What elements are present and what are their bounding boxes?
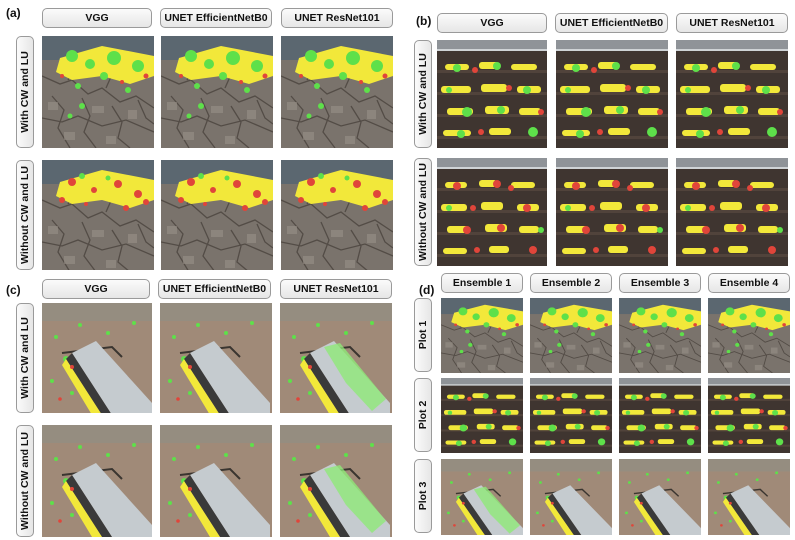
panel-c-image-with-resnet	[280, 303, 392, 413]
panel-a-image-with-vgg	[42, 36, 154, 148]
panel-a-row-without: Without CW and LU	[16, 160, 34, 270]
panel-b-image-without-resnet	[676, 158, 788, 266]
panel-a-label: (a)	[6, 6, 21, 20]
panel-d-col-ensemble-4: Ensemble 4	[708, 273, 790, 293]
panel-d-image-plot-3-ensemble-4	[708, 459, 790, 535]
panel-b-col-vgg: VGG	[437, 13, 547, 33]
panel-d-image-plot-3-ensemble-3	[619, 459, 701, 535]
panel-d-row-plot-1: Plot 1	[414, 298, 432, 372]
panel-d-col-ensemble-3: Ensemble 3	[619, 273, 701, 293]
panel-d-row-plot-3: Plot 3	[414, 459, 432, 533]
panel-d-image-plot-3-ensemble-1	[441, 459, 523, 535]
panel-d-col-ensemble-2: Ensemble 2	[530, 273, 612, 293]
panel-b-image-with-vgg	[437, 40, 547, 148]
panel-a-image-with-resnet	[281, 36, 393, 148]
panel-a-image-with-efficientnet	[161, 36, 273, 148]
panel-d-row-plot-2-label: Plot 2	[417, 400, 429, 430]
panel-a-col-vgg: VGG	[42, 8, 152, 28]
panel-a-row-with-label: With CW and LU	[19, 51, 31, 133]
panel-c-col-resnet: UNET ResNet101	[280, 279, 392, 299]
panel-b-row-with: With CW and LU	[414, 40, 432, 148]
panel-d-image-plot-1-ensemble-1	[441, 298, 523, 373]
panel-d-image-plot-1-ensemble-2	[530, 298, 612, 373]
panel-b-image-with-efficientnet	[556, 40, 668, 148]
panel-b-row-with-label: With CW and LU	[417, 53, 429, 135]
panel-d-col-ensemble-1: Ensemble 1	[441, 273, 523, 293]
panel-d-image-plot-2-ensemble-2	[530, 378, 612, 453]
panel-c-label: (c)	[6, 283, 21, 297]
panel-b-image-without-vgg	[437, 158, 547, 266]
panel-c-row-without: Without CW and LU	[16, 425, 34, 537]
panel-d-row-plot-2: Plot 2	[414, 378, 432, 452]
panel-d-image-plot-3-ensemble-2	[530, 459, 612, 535]
panel-d-image-plot-2-ensemble-1	[441, 378, 523, 453]
panel-c-row-without-label: Without CW and LU	[19, 432, 31, 530]
panel-b-image-with-resnet	[676, 40, 788, 148]
panel-a-col-resnet: UNET ResNet101	[281, 8, 393, 28]
panel-b-col-resnet: UNET ResNet101	[676, 13, 788, 33]
panel-a-image-without-vgg	[42, 160, 154, 270]
panel-a-row-with: With CW and LU	[16, 36, 34, 148]
panel-d-image-plot-2-ensemble-3	[619, 378, 701, 453]
panel-a-col-efficientnet: UNET EfficientNetB0	[160, 8, 272, 28]
panel-c-image-with-vgg	[42, 303, 152, 413]
panel-b-row-without-label: Without CW and LU	[417, 163, 429, 261]
panel-c-col-vgg: VGG	[42, 279, 150, 299]
panel-b-image-without-efficientnet	[556, 158, 668, 266]
panel-a-row-without-label: Without CW and LU	[19, 166, 31, 264]
panel-c-row-with-label: With CW and LU	[19, 317, 31, 399]
panel-a-image-without-resnet	[281, 160, 393, 270]
panel-c-row-with: With CW and LU	[16, 303, 34, 413]
panel-d-image-plot-2-ensemble-4	[708, 378, 790, 453]
panel-c-col-efficientnet: UNET EfficientNetB0	[158, 279, 271, 299]
panel-c-image-without-resnet	[280, 425, 392, 537]
panel-d-row-plot-3-label: Plot 3	[417, 481, 429, 511]
panel-b-col-efficientnet: UNET EfficientNetB0	[555, 13, 668, 33]
panel-c-image-with-efficientnet	[160, 303, 272, 413]
panel-d-image-plot-1-ensemble-4	[708, 298, 790, 373]
panel-d-row-plot-1-label: Plot 1	[417, 320, 429, 350]
panel-d-label: (d)	[419, 283, 435, 297]
panel-d-image-plot-1-ensemble-3	[619, 298, 701, 373]
panel-b-row-without: Without CW and LU	[414, 158, 432, 266]
panel-c-image-without-efficientnet	[160, 425, 272, 537]
panel-c-image-without-vgg	[42, 425, 152, 537]
panel-b-label: (b)	[416, 14, 432, 28]
panel-a-image-without-efficientnet	[161, 160, 273, 270]
